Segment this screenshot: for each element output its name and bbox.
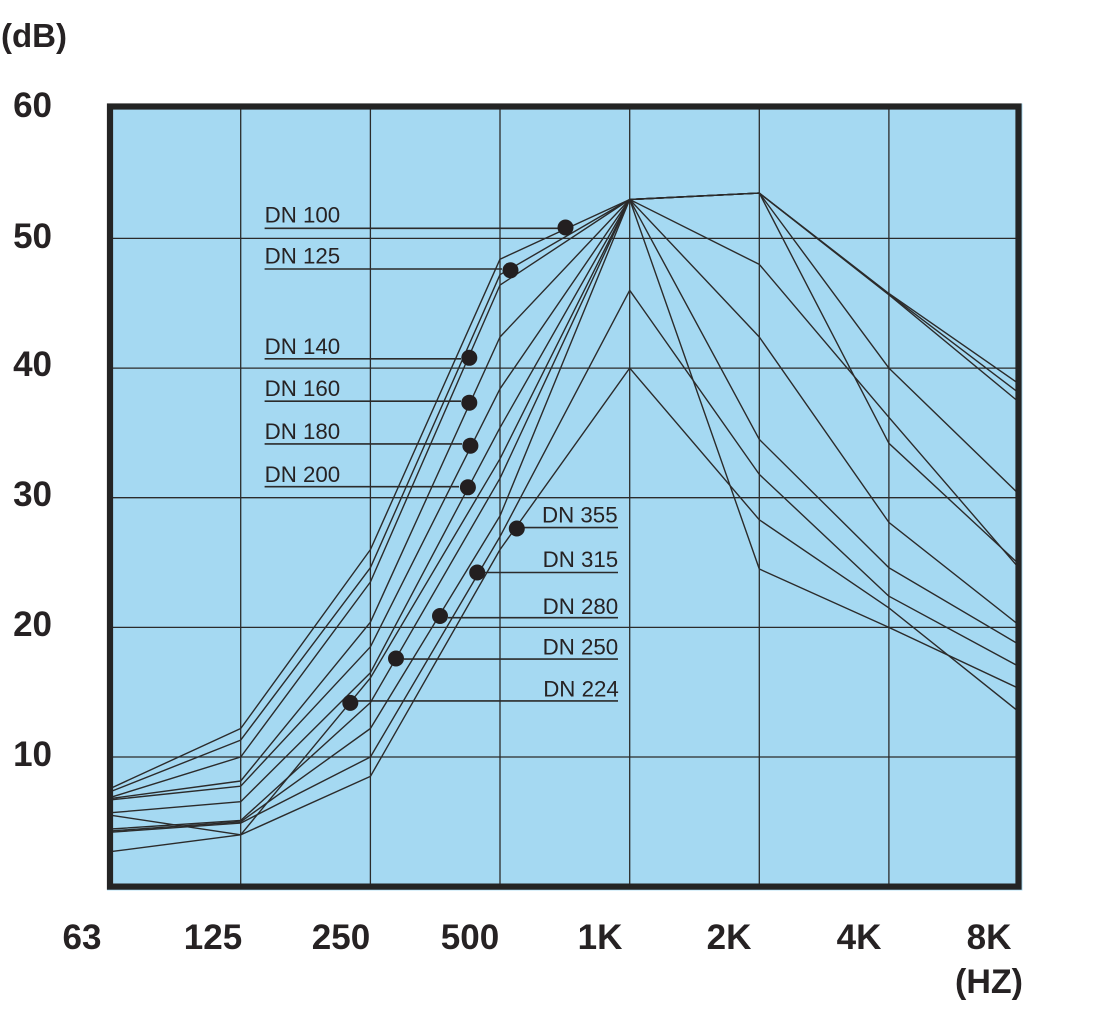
- svg-text:500: 500: [441, 918, 499, 957]
- svg-text:DN 160: DN 160: [265, 376, 341, 401]
- svg-text:1K: 1K: [578, 918, 623, 957]
- svg-text:20: 20: [13, 605, 52, 644]
- svg-text:4K: 4K: [837, 918, 882, 957]
- svg-text:8K: 8K: [967, 918, 1012, 957]
- svg-text:(HZ): (HZ): [955, 963, 1023, 1001]
- svg-text:10: 10: [13, 735, 52, 774]
- svg-text:DN 315: DN 315: [543, 547, 619, 572]
- svg-text:DN 280: DN 280: [543, 594, 619, 619]
- svg-text:DN 224: DN 224: [543, 677, 619, 702]
- svg-text:DN 125: DN 125: [265, 243, 341, 268]
- svg-text:30: 30: [13, 475, 52, 514]
- svg-text:DN 180: DN 180: [265, 419, 341, 444]
- svg-text:(dB): (dB): [1, 17, 67, 54]
- svg-text:DN 140: DN 140: [265, 334, 341, 359]
- svg-text:DN 200: DN 200: [265, 462, 341, 487]
- svg-text:60: 60: [13, 86, 52, 125]
- svg-text:63: 63: [63, 918, 102, 957]
- svg-text:DN 250: DN 250: [543, 635, 619, 660]
- svg-text:250: 250: [312, 918, 370, 957]
- svg-text:2K: 2K: [707, 918, 752, 957]
- svg-text:40: 40: [13, 345, 52, 384]
- svg-text:50: 50: [13, 217, 52, 256]
- svg-text:DN 355: DN 355: [542, 503, 618, 528]
- svg-text:125: 125: [184, 918, 242, 957]
- svg-text:DN 100: DN 100: [265, 203, 341, 228]
